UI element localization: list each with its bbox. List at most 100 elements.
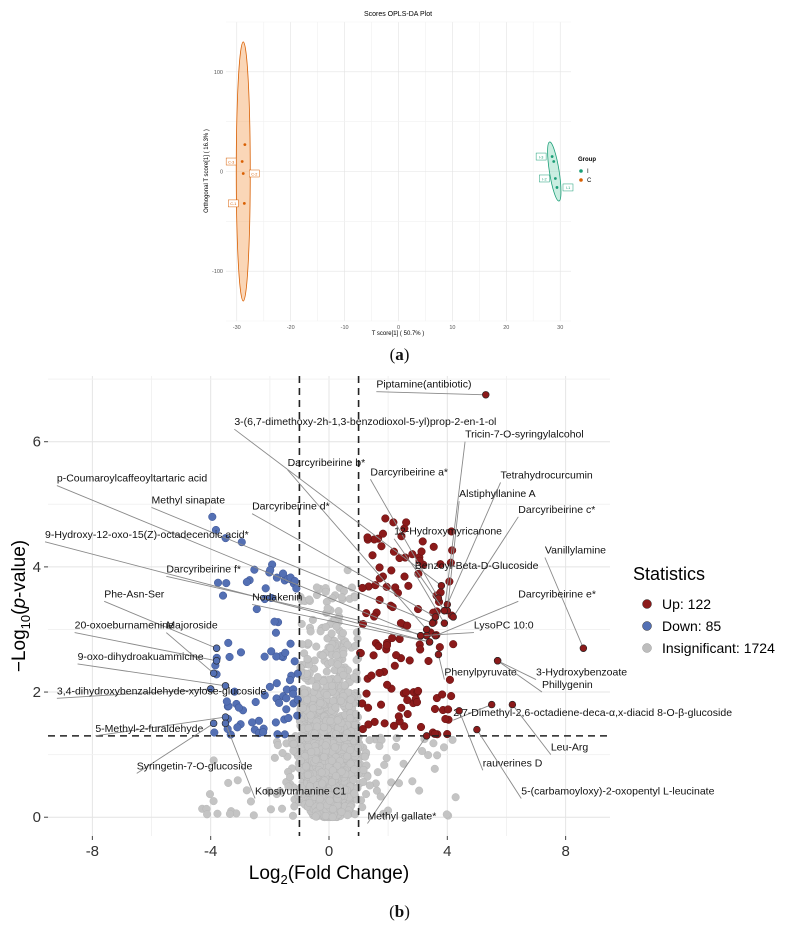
y-tick-label: 2 [33,684,41,701]
insignificant-point [361,752,370,761]
down-point [285,676,295,685]
insignificant-point [336,696,345,705]
up-point [404,581,413,590]
insignificant-point [246,797,255,806]
annotation-leader-line [151,507,433,624]
down-point [230,687,239,696]
insignificant-point [316,699,325,708]
annotation-leader-line [512,704,552,755]
insignificant-point [320,723,329,732]
up-point [403,696,412,705]
annotation-label: 3-Hydroxybenzoate [536,667,627,679]
plot-b-ticks: -8 -4 0 4 8 0 2 4 6 [33,434,570,860]
annotation-label: 3,4-dihydroxybenzaldehyde-xylose-glucosi… [57,685,267,697]
plot-a-legend-label-i: I [587,169,589,175]
insignificant-point [289,740,298,749]
y-tick-label: 6 [33,434,41,451]
annotation-label: Leu-Arg [551,742,589,754]
annotation-leader-line [166,575,427,637]
insignificant-point [296,756,305,765]
annotated-point [440,619,449,627]
insignificant-point [317,768,326,777]
point-label-box [562,183,574,192]
insignificant-point [209,756,218,765]
up-point [418,537,427,546]
insignificant-point [358,803,367,812]
annotated-point [212,657,221,665]
annotation-leader-line [476,729,522,799]
opls-da-score-plot: C-3C-2C-1I-3I-2I-1 -30 -20 -10 0 10 20 30-1000… [204,11,596,337]
down-point [259,728,268,737]
annotation-leader-line [453,704,492,721]
annotation-leader-line [497,660,537,680]
annotation-label: 12-Hydroxymyricanone [394,526,502,538]
insignificant-point [233,776,242,785]
insignificant-point [350,593,359,602]
insignificant-point [340,681,349,690]
insignificant-point [318,779,327,788]
annotation-leader-line [104,600,217,649]
down-point [275,698,284,707]
up-point [397,532,406,541]
insignificant-point [340,785,349,794]
plot-b-annotations: Piptamine(antibiotic) 3-(6,7-dimethoxy-2h… [44,379,732,824]
insignificant-point [306,627,315,636]
annotated-point [579,644,588,652]
annotation-leader-line [376,391,486,396]
annotation-label: Phillygenin [542,679,593,691]
annotated-point [221,719,230,728]
annotation-label: Darcyribeirine d* [252,501,330,513]
annotated-point [422,625,431,634]
insignificant-point [225,809,234,818]
up-point [430,704,440,714]
y-tick-label: 4 [33,559,41,576]
annotated-point [440,606,449,615]
annotated-point [493,657,502,665]
annotated-point [425,638,434,646]
plot-b-significant-points [208,512,458,739]
insignificant-point [209,797,218,806]
plot-b-legend-label-insignificant: Insignificant: 1724 [662,640,775,656]
annotation-leader-line [446,501,460,611]
insignificant-point [316,627,325,636]
insignificant-point [346,695,355,704]
annotated-point [455,707,463,715]
annotation-leader-line [95,716,226,737]
insignificant-point [350,765,359,774]
up-point [438,690,447,699]
annotated-point [416,632,425,640]
annotation-label: 2,7-Dimethyl-2,6-octadiene-deca-α,x-diac… [453,707,732,719]
up-point [441,714,450,724]
plot-b-legend-label-down: Down: 85 [662,618,721,634]
insignificant-point [327,629,336,638]
insignificant-point [349,775,358,784]
plot-b-legend-title: Statistics [633,564,705,584]
point-i [552,160,556,163]
point-c [240,160,244,163]
insignificant-point [304,724,313,733]
down-point [225,652,234,662]
annotated-point [212,644,221,652]
annotation-label: LysoPC 10:0 [474,620,534,632]
annotation-label: 20-oxoeburnamenine [75,620,174,632]
annotation-label: Tetrahydrocurcumin [501,469,593,481]
plot-b-legend-swatch-down [642,621,652,631]
insignificant-point [331,703,340,712]
panel-label-b: (b) [389,902,410,921]
down-point [261,584,270,593]
insignificant-point [350,789,359,798]
up-point [389,547,399,556]
annotated-point [473,725,481,734]
insignificant-point [286,773,295,782]
x-tick-label: 4 [443,843,451,860]
insignificant-point [321,623,330,632]
down-point [290,657,299,666]
down-point [272,652,281,661]
insignificant-point [350,720,359,729]
up-point [447,527,456,536]
plot-b-legend-label-up: Up: 122 [662,596,711,612]
up-point [417,547,426,556]
insignificant-point [365,736,374,745]
insignificant-point [320,752,329,761]
insignificant-point [333,660,342,669]
